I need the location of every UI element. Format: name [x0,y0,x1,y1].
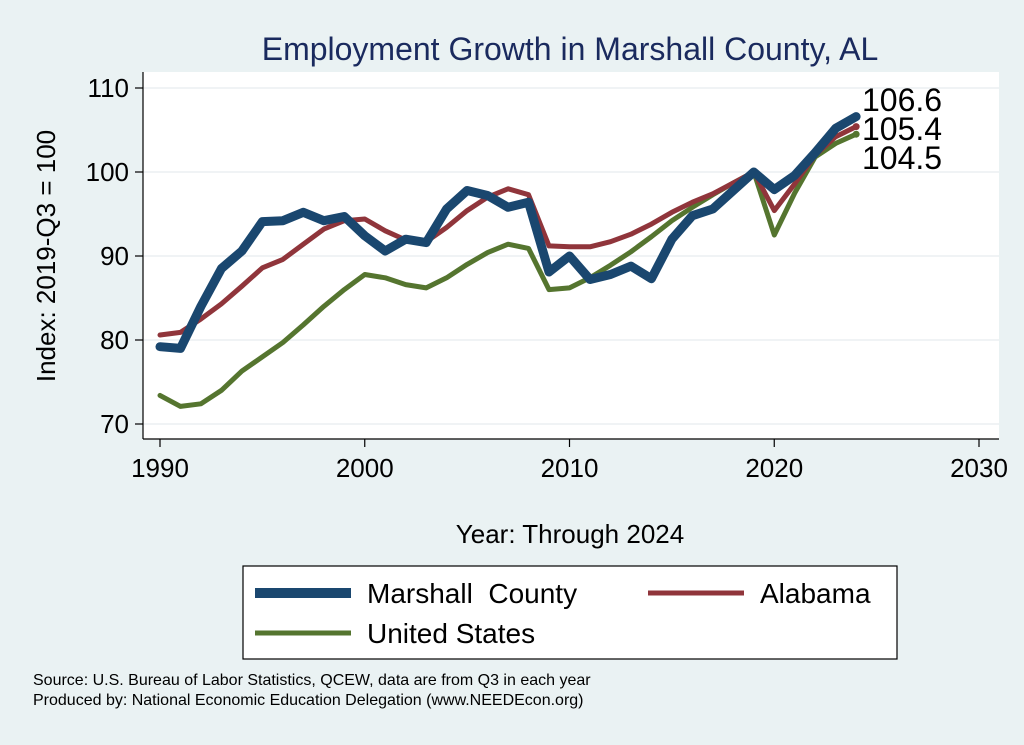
x-axis-label: Year: Through 2024 [456,519,684,549]
series-end-point-alabama [852,123,860,131]
y-tick-label-80: 80 [100,325,129,355]
source-note: Source: U.S. Bureau of Labor Statistics,… [33,672,591,689]
y-tick-label-70: 70 [100,409,129,439]
y-axis-label: Index: 2019-Q3 = 100 [31,130,61,382]
series-end-point-united-states [852,130,860,138]
end-label-united-states: 104.5 [862,140,942,176]
chart-title: Employment Growth in Marshall County, AL [262,31,879,67]
x-tick-label-2000: 2000 [336,453,394,483]
x-axis-ticks: 1990 2000 2010 2020 2030 [131,439,1008,483]
x-tick-label-2030: 2030 [950,453,1008,483]
x-tick-label-1990: 1990 [131,453,189,483]
end-label-alabama: 105.4 [862,111,942,147]
legend-label-united-states: United States [367,618,535,649]
x-tick-label-2020: 2020 [745,453,803,483]
legend-label-marshall-county: Marshall County [367,578,577,609]
y-tick-label-110: 110 [88,73,129,103]
legend: Marshall County Alabama United States [255,578,871,649]
y-tick-label-90: 90 [100,241,129,271]
series-line-marshall-county [155,112,861,353]
legend-box [242,565,898,660]
y-tick-label-100: 100 [86,157,129,187]
produced-by-note: Produced by: National Economic Education… [33,692,584,709]
end-label-marshall-county: 106.6 [862,82,942,118]
x-tick-label-2010: 2010 [541,453,599,483]
y-axis-ticks: 70 80 90 100 110 [86,73,143,439]
series-end-point-marshall-county [852,113,860,121]
legend-label-alabama: Alabama [760,578,871,609]
series-lines [155,112,861,409]
